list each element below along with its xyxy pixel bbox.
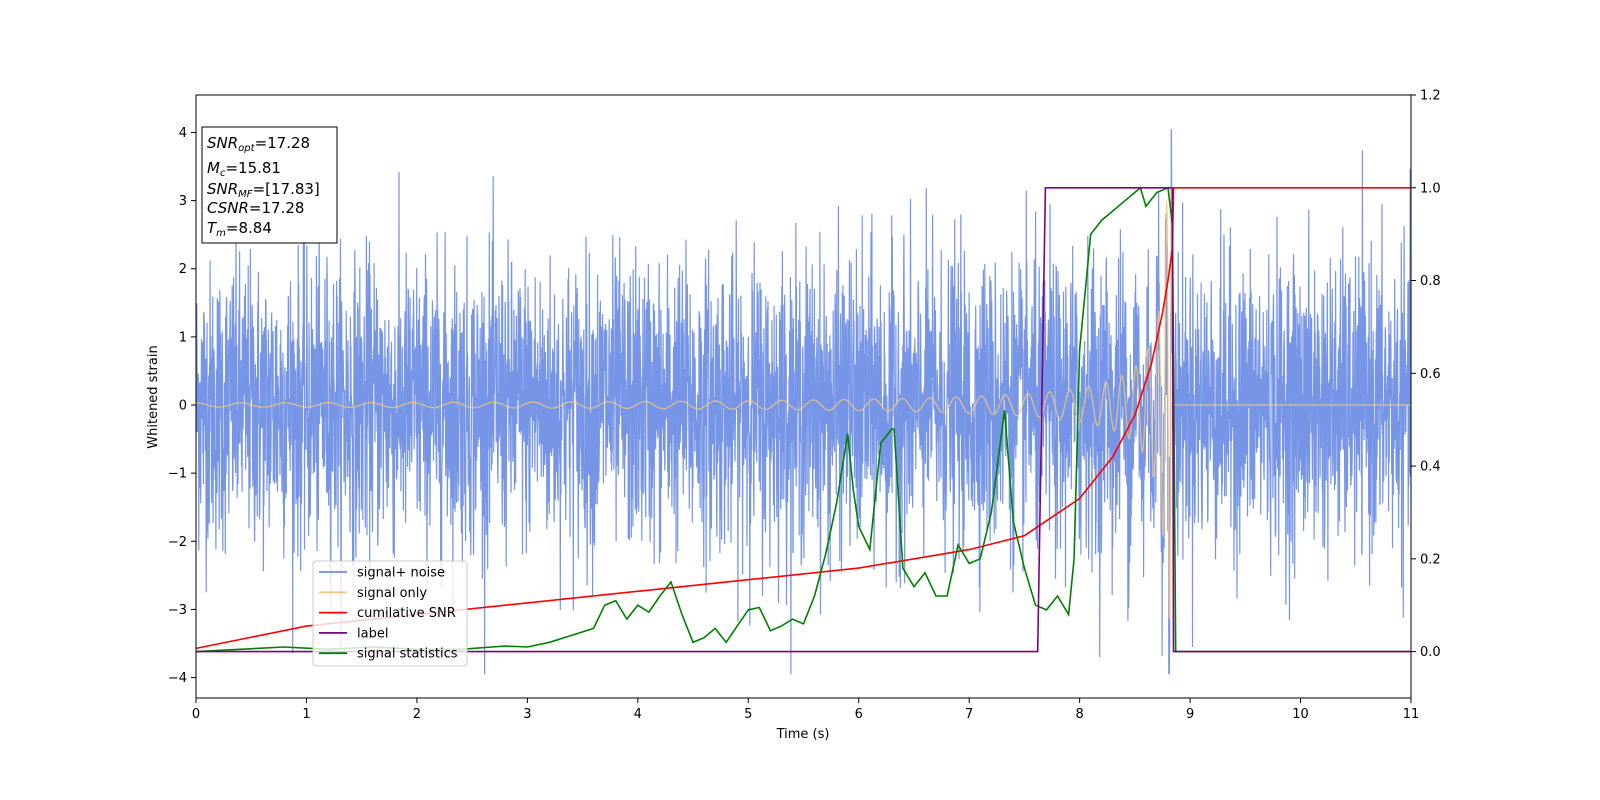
- legend-label: signal statistics: [357, 647, 458, 662]
- x-tick-label: 8: [1075, 707, 1083, 722]
- legend: signal+ noise signal only cumilative SNR la…: [312, 560, 468, 667]
- annotation-line: Tm=8.84: [207, 219, 272, 239]
- x-tick-label: 7: [965, 707, 973, 722]
- y-left-tick-label: 3: [179, 194, 187, 209]
- y-axis-label: Whitened strain: [146, 345, 161, 448]
- series-signal-statistics-line: [196, 186, 1411, 653]
- y-right-tick-label: 0.4: [1420, 460, 1441, 475]
- x-axis-label: Time (s): [776, 727, 830, 742]
- y-left-tick-label: 0: [179, 399, 187, 414]
- y-right-tick-label: 0.6: [1420, 367, 1441, 382]
- y-left-tick-label: −3: [168, 603, 187, 618]
- y-right-tick-label: 0.8: [1420, 274, 1441, 289]
- x-tick-label: 4: [634, 707, 642, 722]
- y-right-tick-label: 1.0: [1420, 181, 1441, 196]
- series-signal-only-line: [196, 188, 1411, 620]
- plot-frame: [195, 94, 1412, 699]
- x-tick-label: 1: [302, 707, 310, 722]
- x-axis: 0 1 2 3 4 5 6 7 8 9 10 11: [192, 698, 1419, 722]
- x-tick-label: 6: [855, 707, 863, 722]
- series-cumulative-snr-line: [196, 187, 1411, 650]
- y-right-tick-label: 1.2: [1420, 89, 1441, 104]
- annotation-box: SNRopt=17.28 Mc=15.81SNRMF=[17.83]CSNR=17…: [201, 126, 338, 244]
- plot-area: [196, 128, 1411, 675]
- legend-label: signal only: [357, 586, 427, 601]
- annotation-line: SNRMF=[17.83]: [207, 180, 320, 200]
- y-left-tick-label: −4: [168, 671, 187, 686]
- series-label-line: [196, 187, 1411, 653]
- x-tick-label: 9: [1186, 707, 1194, 722]
- y-left-tick-label: 1: [179, 330, 187, 345]
- y-left-tick-label: 4: [179, 126, 187, 141]
- legend-label: cumilative SNR: [357, 606, 456, 621]
- x-tick-label: 3: [523, 707, 531, 722]
- y-right-tick-label: 0.2: [1420, 552, 1441, 567]
- y-right-tick-label: 0.0: [1420, 645, 1441, 660]
- x-tick-label: 0: [192, 707, 200, 722]
- annotation-line: SNRopt=17.28: [207, 134, 310, 154]
- x-tick-label: 11: [1403, 707, 1420, 722]
- legend-label: signal+ noise: [357, 566, 445, 581]
- y-left-tick-label: −1: [168, 467, 187, 482]
- annotation-line: Mc=15.81: [207, 159, 281, 179]
- y-left-tick-label: −2: [168, 535, 187, 550]
- legend-label: label: [357, 626, 388, 641]
- x-tick-label: 5: [744, 707, 752, 722]
- y-left-tick-label: 2: [179, 262, 187, 277]
- series-signal-noise-line: [196, 128, 1411, 675]
- annotation-line: CSNR=17.28: [207, 199, 304, 217]
- y-axis-right: 0.0 0.2 0.4 0.6 0.8 1.0 1.2: [1411, 89, 1441, 660]
- x-tick-label: 10: [1292, 707, 1309, 722]
- y-axis-left: −4 −3 −2 −1 0 1 2 3 4: [168, 126, 196, 686]
- x-tick-label: 2: [413, 707, 421, 722]
